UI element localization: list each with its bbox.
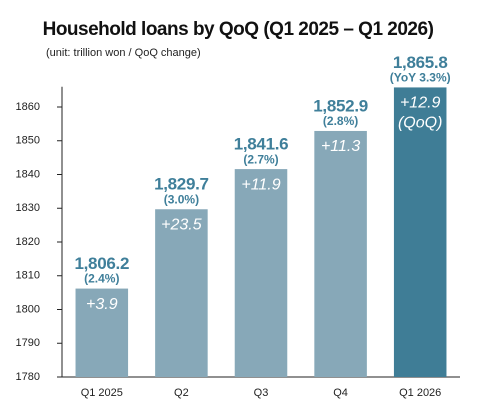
yoy-label: (2.7%) xyxy=(243,152,278,166)
qoq-label: +3.9 xyxy=(86,296,118,313)
y-tick-label: 1850 xyxy=(16,135,40,147)
qoq-label: +11.9 xyxy=(241,176,280,193)
qoq-label: +11.3 xyxy=(321,138,360,155)
value-label: 1,806.2 xyxy=(74,254,129,273)
chart-title: Household loans by QoQ (Q1 2025 – Q1 202… xyxy=(43,19,434,40)
y-tick-label: 1820 xyxy=(16,236,40,248)
yoy-label: (2.4%) xyxy=(84,272,119,286)
value-label: 1,829.7 xyxy=(154,175,209,194)
qoq-note: (QoQ) xyxy=(398,115,442,132)
x-tick-label: Q3 xyxy=(254,387,269,399)
value-label: 1,852.9 xyxy=(313,96,368,115)
qoq-label: +23.5 xyxy=(161,216,202,233)
y-tick-label: 1830 xyxy=(16,202,40,214)
chart-subtitle: (unit: trillion won / QoQ change) xyxy=(46,47,201,59)
bar xyxy=(234,169,288,377)
y-tick-label: 1780 xyxy=(16,371,40,383)
x-tick-label: Q1 2026 xyxy=(399,387,441,399)
value-label: 1,865.8 xyxy=(393,53,448,72)
y-tick-label: 1860 xyxy=(16,101,40,113)
x-tick-label: Q2 xyxy=(174,387,189,399)
bar xyxy=(314,130,367,377)
x-tick-label: Q4 xyxy=(333,387,348,399)
yoy-label: (2.8%) xyxy=(323,114,358,128)
x-tick-label: Q1 2025 xyxy=(81,387,123,399)
qoq-label: +12.9 xyxy=(400,95,441,112)
y-tick-label: 1800 xyxy=(16,303,40,315)
bar xyxy=(155,209,208,377)
y-tick-label: 1790 xyxy=(16,337,40,349)
value-label: 1,841.6 xyxy=(234,135,289,154)
y-tick-label: 1840 xyxy=(16,168,40,180)
bar xyxy=(393,87,447,378)
bar xyxy=(75,288,129,377)
y-tick-label: 1810 xyxy=(16,270,40,282)
yoy-label: (3.0%) xyxy=(164,192,199,206)
yoy-label: (YoY 3.3%) xyxy=(390,71,451,85)
